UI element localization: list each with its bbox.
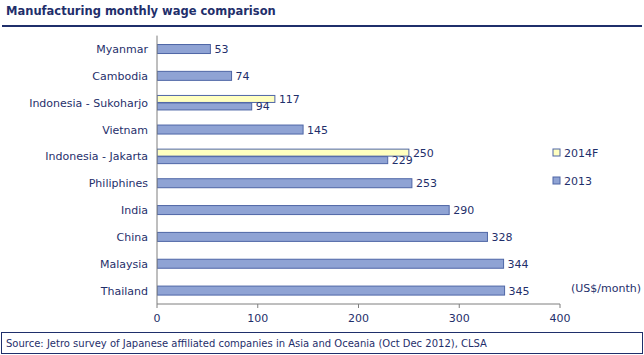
data-label: 250 [413, 147, 434, 160]
tick-label: 0 [154, 312, 161, 325]
data-label: 253 [416, 177, 437, 190]
tick [358, 304, 359, 308]
category-label: Thailand [100, 285, 148, 298]
category-label: Malaysia [100, 258, 148, 271]
title-rule [2, 25, 642, 27]
bar [157, 206, 449, 215]
bar [157, 103, 252, 110]
source-box [2, 333, 643, 354]
bar [157, 179, 412, 188]
data-label: 53 [214, 43, 228, 56]
tick [560, 304, 561, 308]
data-label: 345 [509, 285, 530, 298]
data-label: 290 [453, 204, 474, 217]
data-label: 328 [491, 231, 512, 244]
title: Manufacturing monthly wage comparison [6, 4, 276, 18]
category-label: Myanmar [96, 43, 148, 56]
tick [257, 304, 258, 308]
bar [157, 125, 303, 134]
category-label: China [117, 231, 148, 244]
bar [157, 71, 232, 80]
category-label: Vietnam [102, 124, 148, 137]
data-label: 117 [279, 93, 300, 106]
category-label: India [121, 204, 148, 217]
tick-label: 200 [348, 312, 369, 325]
data-labels: 53 74 117 94 145 250229253 290 328 344 345 [214, 43, 529, 298]
chart: Manufacturing monthly wage comparison 53 7… [0, 0, 644, 355]
legend: 2014F 2013 [553, 147, 598, 188]
data-label: 74 [236, 70, 250, 83]
category-label: Cambodia [92, 70, 148, 83]
page: {"chart_data": { "type": "bar", "orienta… [0, 0, 644, 355]
tick-label: 300 [449, 312, 470, 325]
legend-label: 2014F [564, 147, 598, 160]
tick [459, 304, 460, 308]
bar [157, 232, 487, 241]
tick-label: 100 [247, 312, 268, 325]
bar [157, 157, 388, 164]
tick-label: 400 [550, 312, 571, 325]
legend-label: 2013 [564, 175, 592, 188]
bar [157, 286, 505, 295]
source: Source: Jetro survey of Japanese affilia… [6, 338, 487, 349]
bars [157, 45, 505, 296]
category-label: Indonesia - Jakarta [45, 150, 148, 163]
data-label: 229 [392, 154, 413, 167]
bar [157, 45, 210, 54]
category-label: Indonesia - Sukoharjo [29, 97, 148, 110]
legend-swatch [553, 177, 560, 184]
tick [157, 304, 158, 308]
bar [157, 259, 504, 268]
data-label: 94 [256, 100, 270, 113]
bar [157, 149, 409, 156]
axis-label: (US$/month) [571, 282, 641, 295]
data-label: 145 [307, 124, 328, 137]
legend-swatch [553, 149, 560, 156]
data-label: 344 [508, 258, 529, 271]
category-label: Philiphines [89, 177, 149, 190]
y-axis [157, 36, 158, 304]
